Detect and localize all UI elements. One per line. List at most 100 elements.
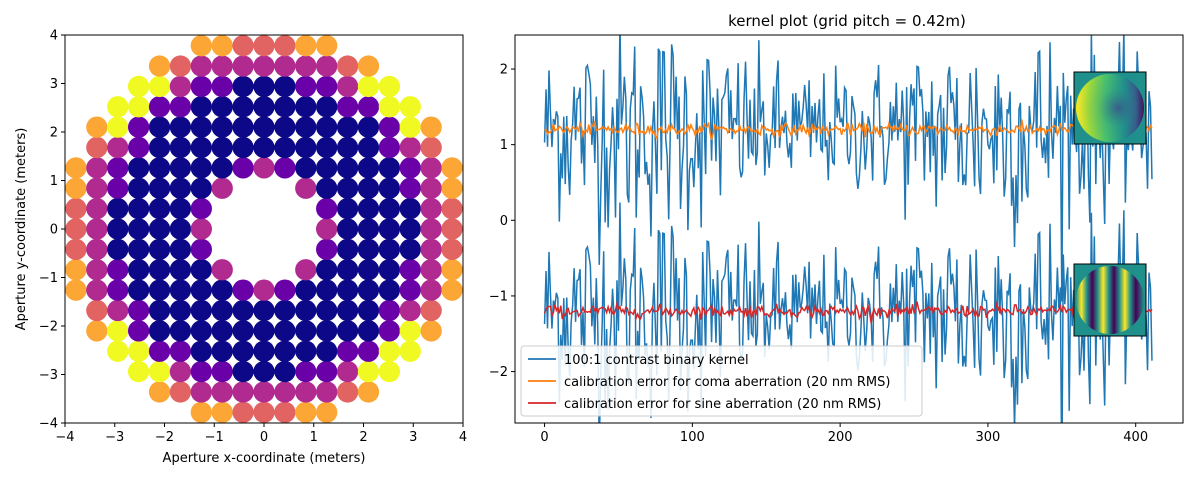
aperture-point [357, 55, 380, 77]
aperture-point [441, 238, 463, 261]
aperture-point [420, 136, 442, 159]
aperture-point [274, 35, 296, 57]
aperture-point [274, 157, 296, 179]
aperture-point [378, 157, 401, 179]
aperture-point [148, 381, 171, 403]
aperture-point [86, 279, 108, 301]
aperture-point [336, 238, 359, 261]
aperture-point [420, 279, 442, 301]
left-x-tick-label: −4 [55, 430, 74, 445]
aperture-point [190, 116, 212, 138]
aperture-point [127, 157, 150, 179]
aperture-point [336, 320, 359, 342]
aperture-point [420, 116, 442, 138]
aperture-point [274, 340, 296, 362]
aperture-point [169, 177, 192, 199]
aperture-point [232, 360, 254, 383]
left-y-axis-label: Aperture y-coordinate (meters) [14, 128, 29, 331]
aperture-point [211, 157, 233, 179]
right-y-tick-label: 2 [500, 63, 508, 78]
aperture-point [316, 279, 338, 301]
right-x-tick-label: 400 [1123, 430, 1148, 445]
aperture-point [65, 259, 87, 281]
left-x-axis-label: Aperture x-coordinate (meters) [163, 451, 366, 466]
aperture-point [274, 360, 296, 383]
aperture-point [86, 259, 108, 281]
aperture-point [378, 116, 401, 138]
aperture-point [190, 136, 212, 159]
aperture-point [441, 279, 463, 301]
aperture-point [357, 218, 380, 240]
aperture-point [190, 259, 212, 281]
left-x-tick-label: −2 [155, 430, 174, 445]
aperture-point [169, 55, 192, 77]
aperture-point [378, 238, 401, 261]
aperture-point [86, 177, 108, 199]
aperture-point [148, 197, 171, 220]
aperture-point [148, 116, 171, 138]
right-axes-frame [514, 34, 1184, 424]
aperture-point [420, 299, 442, 322]
aperture-point [316, 299, 338, 322]
aperture-point [107, 116, 129, 138]
aperture-point [107, 340, 129, 362]
aperture-point [441, 218, 463, 240]
aperture-point [316, 381, 338, 403]
aperture-point [316, 320, 338, 342]
chart-title: kernel plot (grid pitch = 0.42m) [728, 12, 966, 30]
aperture-point [295, 35, 317, 57]
aperture-point [190, 218, 212, 240]
aperture-point [274, 401, 296, 423]
aperture-point [274, 75, 296, 98]
aperture-point [65, 218, 87, 240]
aperture-point [169, 299, 192, 322]
aperture-point [274, 299, 296, 322]
aperture-point [253, 157, 275, 179]
right-x-ticks: 0 100 200 300 400 [540, 423, 1148, 445]
aperture-point [127, 259, 150, 281]
aperture-point [127, 320, 150, 342]
aperture-point [148, 279, 171, 301]
aperture-point [148, 218, 171, 240]
aperture-point [169, 218, 192, 240]
aperture-point [357, 360, 380, 383]
aperture-point [107, 136, 129, 159]
aperture-point [378, 218, 401, 240]
aperture-point [127, 116, 150, 138]
aperture-point [232, 136, 254, 159]
aperture-point [107, 177, 129, 199]
right-y-tick-label: 0 [500, 214, 508, 229]
aperture-point [316, 197, 338, 220]
aperture-point [316, 136, 338, 159]
aperture-point [211, 401, 233, 423]
aperture-point [295, 136, 317, 159]
aperture-point [148, 157, 171, 179]
right-x-tick-label: 100 [680, 430, 705, 445]
aperture-point [211, 116, 233, 138]
left-x-tick-label: 3 [409, 430, 417, 445]
aperture-point [190, 177, 212, 199]
aperture-point [65, 157, 87, 179]
aperture-point [316, 259, 338, 281]
aperture-point [190, 360, 212, 383]
aperture-point [232, 320, 254, 342]
aperture-point [420, 238, 442, 261]
aperture-point [336, 360, 359, 383]
aperture-point [127, 340, 150, 362]
legend-label-sine: calibration error for sine aberration (2… [564, 397, 881, 412]
aperture-point [399, 197, 421, 220]
aperture-point [211, 259, 233, 281]
aperture-point [169, 259, 192, 281]
aperture-point [232, 401, 254, 423]
aperture-point [148, 75, 171, 98]
aperture-point [336, 197, 359, 220]
aperture-point [253, 381, 275, 403]
aperture-point [357, 136, 380, 159]
aperture-point [190, 238, 212, 261]
left-y-tick-label: −2 [39, 320, 58, 335]
aperture-point [211, 340, 233, 362]
right-x-tick-label: 0 [540, 430, 548, 445]
aperture-point [399, 279, 421, 301]
aperture-point [295, 320, 317, 342]
aperture-point [169, 340, 192, 362]
